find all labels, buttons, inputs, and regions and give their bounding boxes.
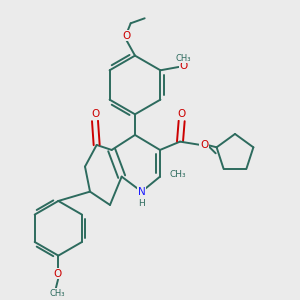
Text: O: O [200, 140, 208, 150]
Text: O: O [91, 109, 99, 119]
Text: O: O [180, 61, 188, 71]
Text: CH₃: CH₃ [176, 54, 191, 63]
Text: CH₃: CH₃ [50, 289, 65, 298]
Text: O: O [122, 31, 130, 41]
Text: O: O [178, 109, 186, 119]
Text: N: N [138, 187, 146, 196]
Text: O: O [53, 269, 62, 279]
Text: CH₃: CH₃ [169, 170, 186, 179]
Text: H: H [138, 199, 145, 208]
